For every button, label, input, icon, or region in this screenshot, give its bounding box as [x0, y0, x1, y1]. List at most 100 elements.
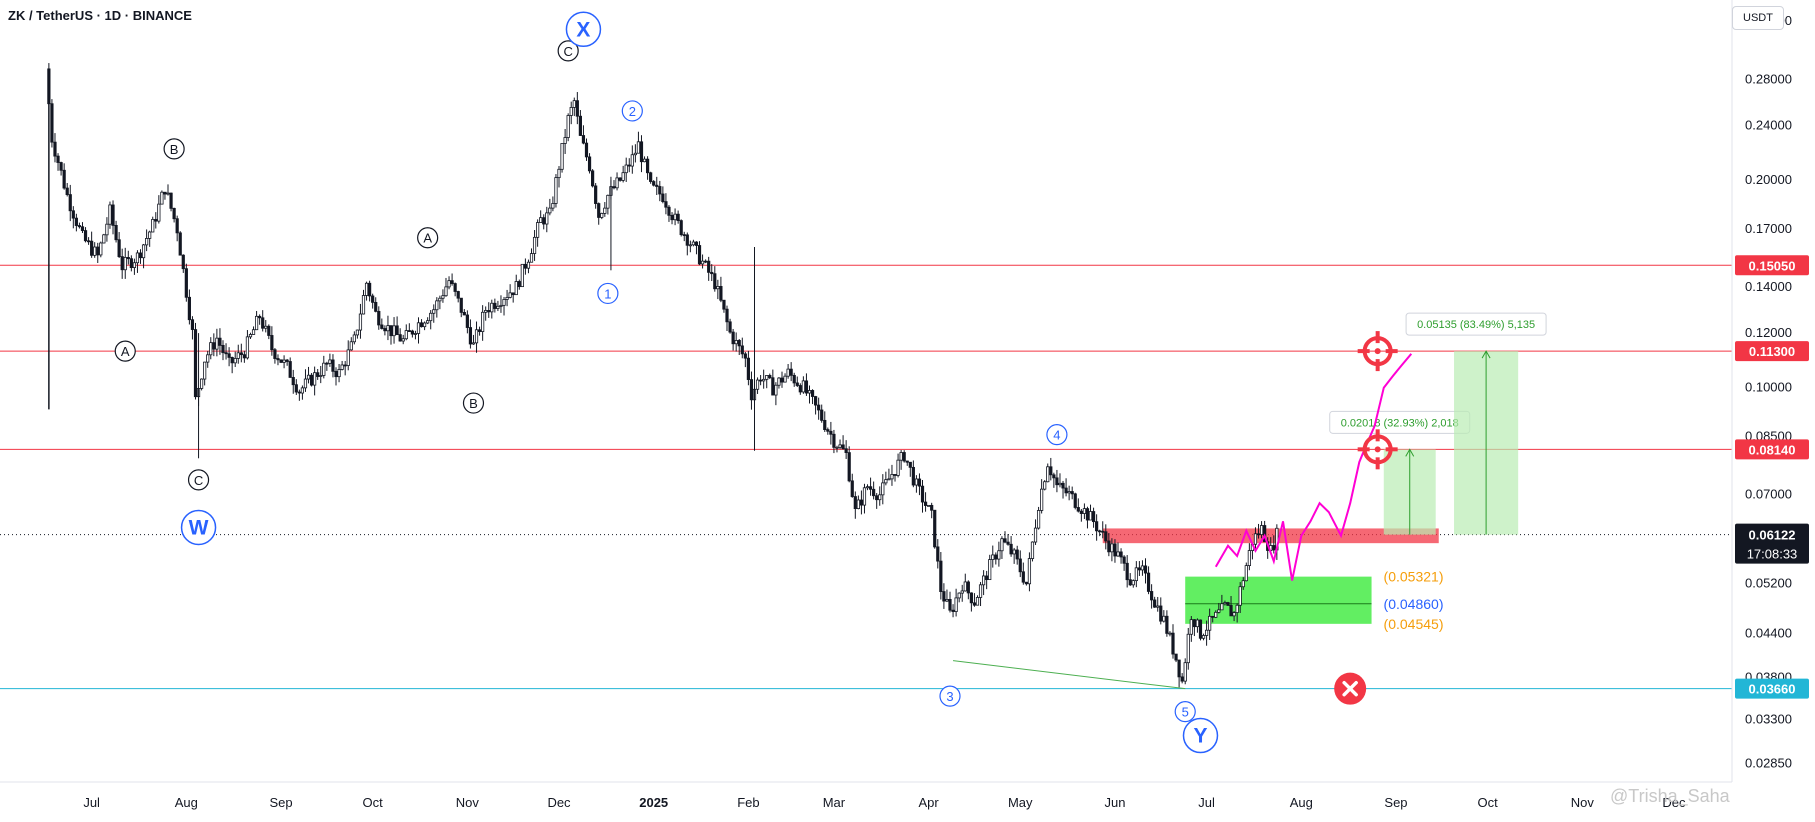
candle-body: [688, 244, 692, 247]
candle-body: [166, 192, 170, 195]
candle-body: [988, 559, 992, 581]
candle-body: [313, 372, 317, 386]
candle-body: [187, 296, 191, 321]
candle-body: [856, 499, 860, 510]
candle-body: [569, 107, 573, 116]
candle-body: [792, 374, 796, 384]
candle-body: [224, 352, 228, 355]
candle-body: [496, 305, 500, 309]
candle-body: [254, 315, 259, 331]
candle-body: [1012, 549, 1016, 555]
wave-label-circle: [1174, 701, 1196, 723]
candle-body: [487, 310, 491, 313]
candle-body: [658, 186, 662, 195]
candle-body: [1036, 510, 1041, 529]
candle-body: [566, 115, 570, 138]
candle-body: [1217, 609, 1221, 613]
target-label-box: [1405, 312, 1547, 336]
candle-body: [716, 286, 720, 290]
candle-body: [1076, 507, 1080, 512]
candle-body: [279, 359, 283, 363]
candle-body: [523, 263, 528, 269]
candle-body: [172, 207, 176, 220]
candle-body: [936, 546, 940, 562]
candle-body: [1247, 550, 1251, 566]
projection-path: [1214, 353, 1413, 581]
candle-body: [1088, 511, 1093, 521]
candle-body: [532, 236, 537, 254]
target-label: 0.05135 (83.49%) 5,135: [1417, 319, 1535, 331]
candle-body: [105, 223, 109, 236]
wave-label-circle: [163, 138, 185, 160]
target-arrow-head: [1405, 448, 1415, 457]
unit-selector[interactable]: USDT: [1732, 6, 1784, 30]
candle-body: [340, 364, 344, 370]
candle-body: [801, 380, 805, 393]
candle-body: [303, 378, 308, 389]
candle-body: [383, 328, 387, 332]
candle-body: [1021, 571, 1025, 583]
candle-body: [847, 452, 851, 482]
candle-body: [1043, 481, 1047, 490]
candle-body: [264, 325, 268, 329]
candle-body: [1211, 615, 1215, 618]
candle-body: [151, 219, 155, 233]
level-price-label: 0.08140: [1749, 442, 1796, 457]
x-tick-label: Mar: [823, 795, 846, 810]
candle-body: [349, 341, 353, 351]
countdown-label: 17:08:33: [1747, 547, 1798, 562]
wave-label-circle: [557, 40, 579, 62]
candle-body: [1082, 508, 1087, 514]
target-label: 0.02018 (32.93%) 2,018: [1341, 417, 1459, 429]
wave-label-circle: [187, 469, 210, 491]
candle-body: [493, 302, 497, 309]
candle-body: [508, 292, 512, 298]
candle-body: [1110, 543, 1114, 553]
candle-body: [536, 222, 540, 238]
candle-body: [368, 282, 372, 297]
candle-body: [694, 241, 699, 246]
candle-body: [364, 282, 369, 296]
candle-body: [725, 308, 729, 323]
candle-body: [1150, 591, 1154, 601]
x-tick-label: Apr: [919, 795, 940, 810]
candle-body: [740, 345, 744, 355]
candle-body: [181, 254, 185, 270]
x-tick-label: Oct: [363, 795, 384, 810]
candle-body: [1137, 567, 1141, 571]
level-price-label: 0.15050: [1749, 258, 1796, 273]
candle-body: [697, 245, 702, 265]
candle-body: [514, 281, 518, 296]
candle-body: [316, 372, 320, 377]
candle-body: [206, 354, 210, 363]
candle-body: [890, 474, 894, 480]
candle-body: [374, 301, 378, 312]
candle-body: [407, 330, 411, 332]
candle-body: [606, 194, 610, 209]
candle-body: [578, 115, 582, 136]
candle-body: [1030, 541, 1035, 559]
target-icon-center: [1374, 348, 1381, 355]
candle-body: [1201, 635, 1206, 639]
candle-body: [99, 242, 103, 256]
candle-body: [1263, 525, 1267, 543]
candle-body: [441, 295, 445, 299]
wave-label: W: [189, 516, 209, 539]
level-price-label: 0.11300: [1749, 344, 1795, 359]
candle-body: [96, 246, 100, 256]
candle-body: [759, 379, 763, 382]
candle-body: [1159, 605, 1163, 622]
candle-body: [673, 213, 677, 221]
candle-body: [90, 240, 94, 256]
candle-body: [777, 377, 781, 386]
candle-body: [905, 460, 909, 463]
candle-body: [1009, 543, 1013, 555]
candle-body: [432, 309, 436, 314]
wave-label-circle: [597, 282, 619, 305]
candle-body: [542, 217, 546, 225]
wave-label: C: [194, 473, 203, 488]
candle-body: [526, 261, 531, 269]
candle-body: [1070, 491, 1074, 495]
candle-body: [288, 361, 292, 378]
